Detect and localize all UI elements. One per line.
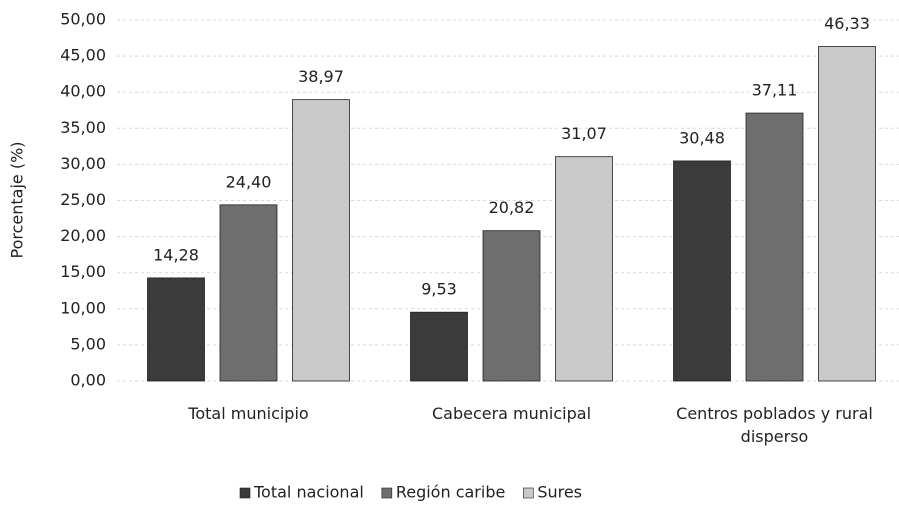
- bar: [673, 160, 731, 382]
- y-tick-label: 0,00: [70, 371, 106, 390]
- bar: [292, 99, 350, 382]
- y-tick-label: 15,00: [60, 262, 106, 281]
- value-label: 30,48: [679, 128, 725, 147]
- x-tick-label: Centros poblados y rural disperso: [676, 404, 873, 446]
- y-tick-label: 50,00: [60, 10, 106, 29]
- bar: [555, 156, 613, 382]
- legend-swatch: [381, 487, 393, 499]
- y-tick-label: 25,00: [60, 190, 106, 209]
- x-tick-label: Cabecera municipal: [431, 404, 592, 423]
- bar: [410, 311, 468, 382]
- y-tick-label: 40,00: [60, 82, 106, 101]
- y-tick-label: 45,00: [60, 46, 106, 65]
- value-label: 38,97: [298, 67, 344, 86]
- y-axis-label: Porcentaje (%): [8, 141, 27, 258]
- y-tick-label: 30,00: [60, 154, 106, 173]
- bar: [147, 277, 205, 382]
- bar: [219, 204, 278, 382]
- value-label: 24,40: [226, 172, 272, 191]
- bar: [818, 46, 876, 382]
- y-tick-label: 5,00: [70, 334, 106, 353]
- value-label: 37,11: [752, 81, 798, 100]
- value-label: 9,53: [421, 280, 457, 299]
- legend-label: Total nacional: [253, 483, 364, 502]
- x-tick-label: Total municipio: [188, 404, 309, 423]
- legend-label: Región caribe: [396, 483, 505, 502]
- bar: [745, 112, 804, 382]
- value-label: 46,33: [824, 14, 870, 33]
- value-label: 31,07: [561, 124, 607, 143]
- value-label: 14,28: [153, 245, 199, 264]
- legend-label: Sures: [537, 483, 582, 502]
- y-tick-label: 20,00: [60, 226, 106, 245]
- legend-swatch: [239, 487, 251, 499]
- legend-swatch: [523, 487, 534, 499]
- y-tick-label: 35,00: [60, 118, 106, 137]
- bar: [482, 230, 541, 382]
- y-tick-label: 10,00: [60, 298, 106, 317]
- value-label: 20,82: [489, 198, 535, 217]
